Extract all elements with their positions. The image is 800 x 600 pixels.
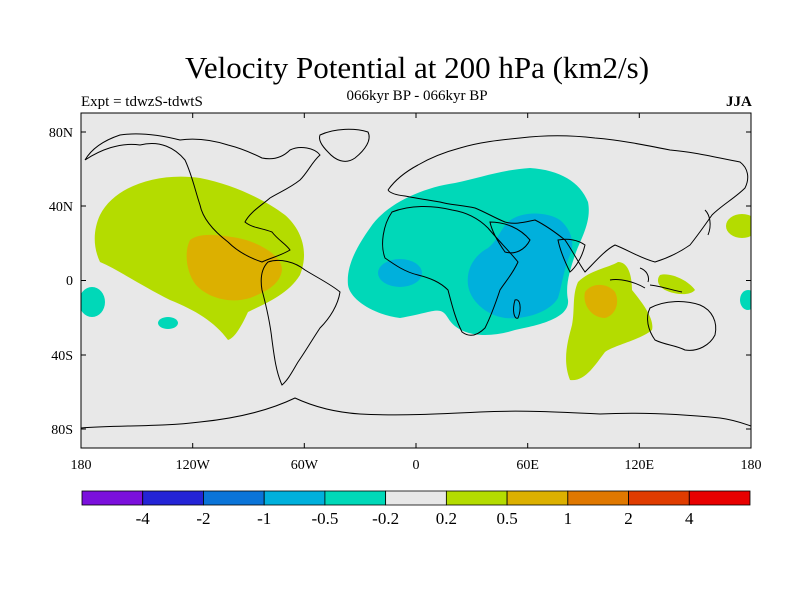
colorbar-box — [203, 490, 265, 506]
season-label: JJA — [726, 94, 752, 110]
lat-tick-labels: 80N 40N 0 40S 80S — [49, 126, 73, 438]
contour-fields — [81, 168, 751, 381]
lon-tick-label: 60W — [291, 458, 319, 473]
colorbar-box — [324, 490, 387, 506]
colorbar-box — [263, 490, 326, 506]
colorbar-label: 0.2 — [436, 509, 457, 528]
lat-tick-label: 80S — [51, 423, 73, 438]
lat-tick-label: 80N — [49, 126, 73, 141]
lon-tick-label: 120E — [625, 458, 655, 473]
colorbar-label: 0.5 — [496, 509, 517, 528]
colorbar-labels: -4 -2 -1 -0.5 -0.2 0.2 0.5 1 2 4 — [136, 509, 694, 528]
lat-tick-label: 0 — [66, 274, 73, 289]
colorbar-box — [688, 490, 751, 506]
atlantic-strong-negative-patch — [378, 259, 422, 287]
coastline-arabia — [489, 221, 531, 254]
colorbar-box — [506, 490, 569, 506]
colorbar-box — [142, 490, 204, 506]
indian-ocean-strong-positive-region — [584, 284, 618, 318]
coastlines — [81, 128, 751, 429]
colorbar-label: -1 — [257, 509, 271, 528]
lon-tick-label: 120W — [176, 458, 211, 473]
period-label: 066kyr BP - 066kyr BP — [346, 88, 488, 104]
lat-tick-label: 40N — [49, 200, 73, 215]
lon-tick-label: 180 — [71, 458, 92, 473]
pacific-negative-patch-small — [158, 317, 178, 329]
lon-tick-label: 60E — [516, 458, 539, 473]
coastline-greenland — [319, 128, 370, 162]
lon-tick-label: 180 — [741, 458, 762, 473]
coastline-indonesia — [609, 267, 683, 293]
colorbar-label: 2 — [624, 509, 633, 528]
colorbar-label: -2 — [196, 509, 210, 528]
africa-strong-negative-region — [467, 213, 573, 319]
coastline-australia — [647, 301, 717, 351]
coastline-madagascar — [513, 299, 521, 319]
east-edge-negative-patch — [740, 290, 751, 310]
colorbar — [81, 490, 751, 506]
map-title: Velocity Potential at 200 hPa (km2/s) — [184, 50, 650, 85]
lat-tick-marks — [81, 131, 751, 430]
colorbar-box — [567, 490, 629, 506]
coastline-north-america — [84, 133, 321, 263]
colorbar-box — [628, 490, 690, 506]
lon-tick-labels: 180 120W 60W 0 60E 120E 180 — [71, 458, 762, 473]
colorbar-label: -0.5 — [311, 509, 338, 528]
colorbar-label: 4 — [685, 509, 694, 528]
maritime-positive-patch — [657, 274, 695, 295]
coastline-africa — [382, 206, 519, 336]
americas-strong-positive-region — [186, 234, 282, 301]
colorbar-box — [81, 490, 144, 506]
coastline-south-america — [260, 259, 341, 386]
east-edge-positive-patch — [726, 214, 751, 238]
colorbar-box — [445, 490, 508, 506]
coastline-india — [557, 238, 586, 273]
coastline-eurasia — [387, 135, 749, 273]
colorbar-label: 1 — [564, 509, 573, 528]
experiment-label: Expt = tdwzS-tdwtS — [81, 94, 203, 110]
colorbar-label: -0.2 — [372, 509, 399, 528]
lat-tick-label: 40S — [51, 349, 73, 364]
pacific-negative-patch — [81, 287, 105, 317]
coastline-antarctica — [81, 397, 751, 429]
lon-tick-marks — [80, 113, 752, 448]
colorbar-label: -4 — [136, 509, 151, 528]
coastline-japan — [704, 209, 711, 236]
colorbar-box — [385, 490, 447, 506]
lon-tick-label: 0 — [413, 458, 420, 473]
